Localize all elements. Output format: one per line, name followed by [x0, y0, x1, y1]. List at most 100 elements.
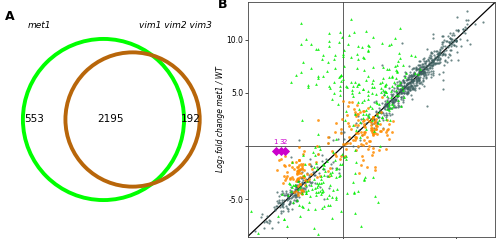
Point: [374, 121, 382, 125]
Point: [372, 99, 380, 103]
Point: [295, 183, 303, 186]
Point: [402, 91, 410, 95]
Point: [394, 99, 402, 103]
Point: [416, 76, 424, 80]
Point: [332, 166, 340, 169]
Point: [294, 168, 302, 172]
Point: [450, 43, 458, 47]
Point: [292, 196, 300, 199]
Point: [290, 193, 298, 197]
Point: [452, 44, 460, 48]
Point: [370, 128, 378, 132]
Point: [413, 72, 421, 76]
Point: [358, 133, 366, 137]
Point: [403, 86, 411, 90]
Point: [388, 93, 396, 97]
Point: [293, 192, 301, 196]
Point: [370, 175, 378, 179]
Point: [382, 101, 390, 105]
Point: [355, 128, 363, 131]
Point: [300, 168, 308, 172]
Point: [408, 78, 416, 81]
Point: [368, 117, 376, 121]
Point: [280, 217, 288, 221]
Point: [430, 53, 438, 56]
Point: [364, 106, 372, 110]
Point: [448, 39, 456, 43]
Point: [302, 37, 310, 41]
Point: [310, 173, 318, 177]
Point: [294, 185, 302, 189]
Point: [357, 163, 365, 166]
Point: [404, 84, 412, 88]
Point: [419, 71, 427, 75]
Point: [393, 90, 401, 93]
Point: [398, 104, 406, 108]
Point: [405, 75, 413, 79]
Point: [399, 97, 407, 100]
Point: [332, 54, 340, 57]
Point: [293, 185, 301, 189]
Point: [420, 74, 428, 78]
Point: [436, 57, 444, 60]
Point: [272, 207, 280, 211]
Point: [376, 90, 384, 94]
Point: [274, 204, 281, 208]
Point: [426, 51, 434, 55]
Point: [394, 87, 402, 91]
Point: [304, 179, 312, 183]
Point: [298, 43, 306, 46]
Point: [266, 221, 274, 225]
Point: [336, 173, 344, 177]
Point: [346, 141, 354, 145]
Point: [402, 85, 410, 88]
Point: [435, 59, 443, 62]
Point: [434, 54, 442, 58]
Point: [275, 194, 283, 198]
Point: [298, 166, 306, 170]
Point: [316, 181, 324, 185]
Point: [397, 95, 405, 99]
Point: [456, 37, 464, 41]
Point: [320, 204, 328, 207]
Point: [394, 83, 402, 87]
Point: [432, 55, 440, 59]
Point: [248, 209, 256, 212]
Point: [403, 82, 411, 86]
Point: [398, 91, 406, 95]
Point: [388, 99, 396, 103]
Point: [462, 27, 470, 31]
Point: [282, 176, 290, 179]
Point: [343, 141, 351, 145]
Point: [340, 48, 347, 52]
Point: [362, 130, 370, 134]
Point: [448, 37, 456, 41]
Point: [364, 43, 372, 47]
Point: [350, 112, 358, 116]
Point: [360, 87, 368, 91]
Point: [428, 64, 436, 68]
Point: [418, 76, 426, 80]
Point: [452, 39, 460, 43]
Point: [292, 199, 300, 202]
Point: [390, 97, 398, 101]
Point: [324, 39, 332, 43]
Point: [362, 108, 370, 112]
Point: [450, 33, 458, 37]
Point: [296, 183, 304, 186]
Point: [440, 51, 448, 55]
Point: [358, 154, 366, 158]
Point: [367, 126, 375, 130]
Point: [356, 120, 364, 124]
Point: [318, 187, 326, 191]
Point: [358, 133, 366, 137]
Point: [336, 162, 344, 166]
Point: [426, 63, 434, 67]
Point: [284, 197, 292, 201]
Point: [415, 70, 423, 73]
Point: [349, 123, 357, 127]
Point: [367, 128, 375, 132]
Point: [287, 192, 295, 196]
Point: [398, 86, 406, 90]
Point: [270, 205, 278, 209]
